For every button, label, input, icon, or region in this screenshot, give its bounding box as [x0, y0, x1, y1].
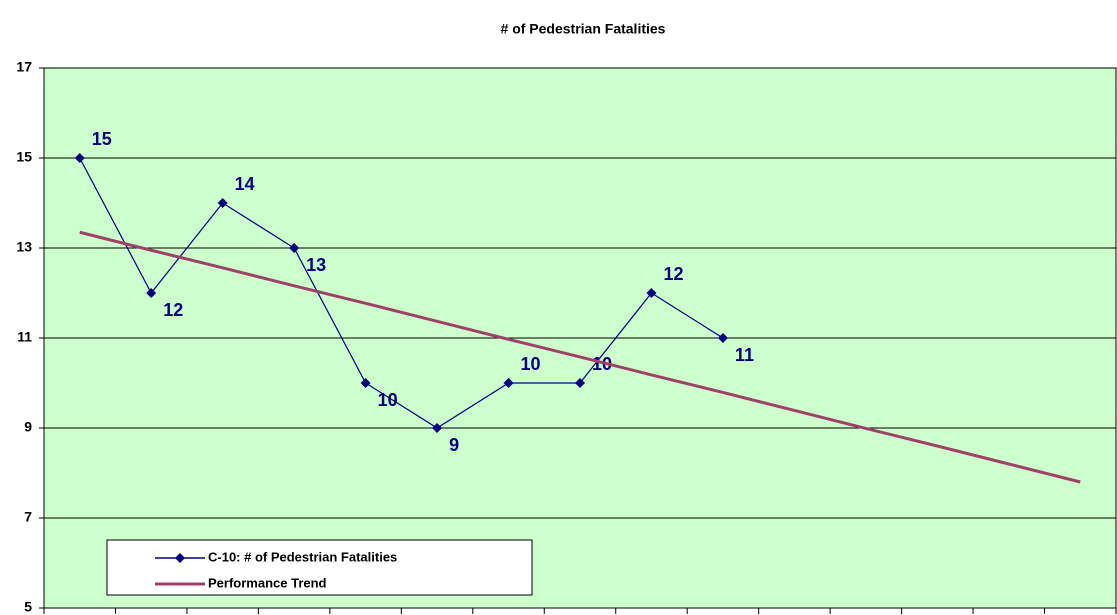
- legend-label: Performance Trend: [208, 575, 327, 590]
- data-label: 14: [235, 174, 255, 194]
- marker: [432, 423, 443, 433]
- y-tick-label: 7: [24, 509, 32, 525]
- y-tick-label: 15: [16, 149, 32, 165]
- y-tick-label: 11: [17, 329, 32, 345]
- y-tick-label: 13: [16, 239, 32, 255]
- data-label: 13: [306, 255, 326, 275]
- legend-box: [106, 539, 533, 596]
- legend: C-10: # of Pedestrian Fatalities Performa…: [106, 539, 533, 596]
- y-tick-label: 9: [24, 419, 32, 435]
- data-label: 10: [521, 354, 541, 374]
- chart-title: # of Pedestrian Fatalities: [501, 21, 666, 37]
- marker: [74, 153, 85, 163]
- marker: [646, 288, 657, 298]
- marker: [360, 378, 371, 388]
- data-label: 11: [735, 345, 754, 365]
- data-line: [79, 157, 724, 429]
- marker: [503, 378, 514, 388]
- marker: [289, 243, 300, 253]
- marker: [575, 378, 585, 388]
- marker: [146, 288, 157, 298]
- data-label: 12: [663, 264, 683, 284]
- marker: [717, 333, 728, 343]
- data-label: 15: [92, 129, 112, 149]
- data-label: 9: [449, 435, 459, 455]
- y-tick-label: 17: [16, 59, 32, 75]
- legend-marker: [175, 553, 185, 563]
- y-tick-label: 5: [24, 599, 32, 615]
- trend-line: [79, 230, 1081, 484]
- data-label: 10: [378, 390, 398, 410]
- legend-label: C-10: # of Pedestrian Fatalities: [208, 549, 397, 564]
- marker: [217, 198, 228, 208]
- data-label: 12: [163, 300, 183, 320]
